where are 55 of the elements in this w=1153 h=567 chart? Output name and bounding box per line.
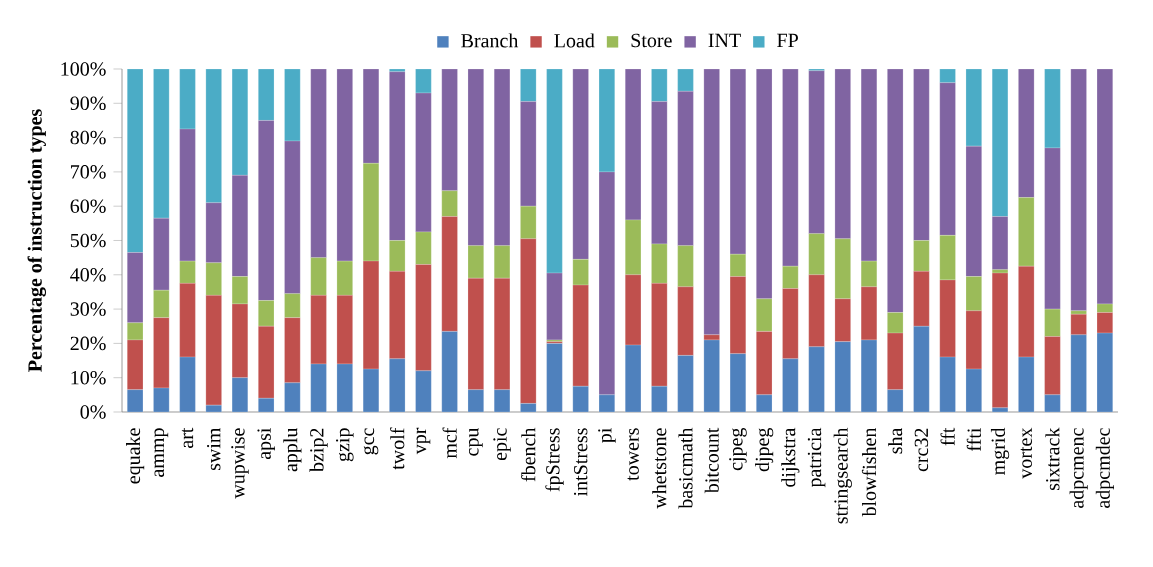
y-tick-label: 90% (70, 96, 106, 111)
x-tick-label: intStress (573, 428, 588, 497)
x-tick-label: bzip2 (309, 428, 328, 473)
x-tick-label: crc32 (914, 428, 929, 472)
y-tick-label: 40% (70, 268, 106, 282)
x-tick-label: wupwise (231, 428, 249, 499)
x-tick-label: fpStress (545, 428, 564, 492)
x-tick-label: towers (627, 428, 639, 481)
x-tick-label: cjpeg (729, 427, 747, 471)
x-tick-label: basicmath (678, 427, 693, 509)
x-tick-label: apsi (257, 427, 275, 460)
x-tick-label: adpcmenc (1069, 428, 1088, 508)
x-tick-label: dijkstra (781, 427, 800, 487)
x-tick-label: vpr (416, 427, 431, 455)
x-tick-label: vortex (1020, 427, 1032, 479)
x-tick-label: bitcount (704, 427, 719, 494)
x-tick-label: patricia (807, 427, 826, 488)
y-tick-label: 20% (70, 336, 106, 351)
y-tick-label: 0% (80, 405, 106, 419)
legend-label: Branch (461, 33, 519, 48)
x-tick-label: cpu (468, 427, 483, 456)
y-tick-label: 80% (70, 130, 106, 145)
y-tick-label: 10% (71, 370, 106, 385)
y-tick-label: 70% (71, 165, 106, 179)
legend-label: FP (777, 33, 798, 47)
x-tick-label: ammp (154, 428, 169, 477)
x-tick-label: pi (598, 427, 616, 443)
x-tick-label: art (181, 427, 194, 448)
x-tick-label: sha (888, 427, 903, 454)
y-tick-label: 100% (61, 62, 106, 76)
y-tick-label: 50% (70, 233, 106, 248)
x-tick-label: gzip (336, 428, 354, 462)
x-tick-label: twolf (390, 427, 405, 470)
x-tick-label: stringsearch (833, 427, 852, 524)
x-tick-label: sixtrack (1045, 427, 1060, 491)
y-tick-label: 30% (70, 302, 106, 316)
x-tick-label: blowfishen (861, 427, 877, 517)
y-axis-title: Percentage of instruction types (27, 109, 47, 372)
x-tick-label: fbench (521, 427, 536, 482)
x-tick-label: ffti (966, 427, 981, 452)
x-tick-label: equake (126, 428, 145, 484)
legend-label: Store (631, 33, 672, 48)
x-tick-label: swim (207, 427, 221, 471)
x-tick-label: applu (283, 427, 302, 472)
legend-label: Load (554, 33, 595, 48)
x-tick-label: adpcmdec (1095, 428, 1114, 508)
x-tick-label: mgrid (990, 427, 1010, 475)
x-tick-label: fft (940, 427, 955, 446)
x-tick-label: epic (493, 428, 511, 461)
x-tick-label: mcf (442, 427, 457, 459)
x-tick-label: djpeg (755, 427, 774, 472)
x-tick-label: whetstone (652, 428, 667, 509)
x-tick-label: gcc (363, 428, 379, 455)
legend-label: INT (708, 33, 741, 47)
y-tick-label: 60% (70, 199, 106, 213)
